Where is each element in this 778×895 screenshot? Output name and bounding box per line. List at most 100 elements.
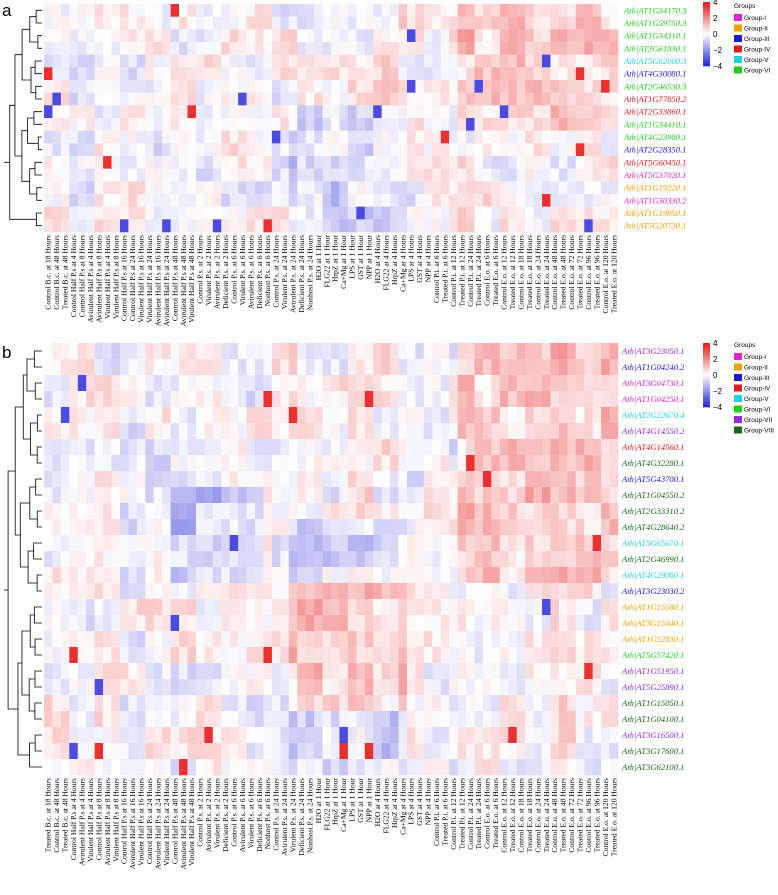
heatmap-cell — [406, 80, 416, 93]
heatmap-cell — [86, 54, 95, 68]
heatmap-cell — [153, 679, 163, 696]
heatmap-cell — [136, 599, 146, 616]
heatmap-cell — [601, 194, 610, 207]
heatmap-cell — [381, 92, 391, 106]
heatmap-cell — [179, 631, 188, 648]
heatmap-cell — [592, 487, 602, 504]
heatmap-cell — [162, 130, 171, 144]
heatmap-cell — [44, 130, 53, 144]
heatmap-cell — [440, 130, 450, 144]
heatmap-cell — [466, 206, 475, 220]
heatmap-cell — [440, 551, 450, 568]
heatmap-cell — [542, 105, 551, 119]
column-label: Control Half P.s at 48 Hours — [170, 778, 179, 864]
heatmap-cell — [381, 105, 391, 119]
color-scale-step — [703, 48, 710, 51]
heatmap-cell — [136, 181, 146, 195]
heatmap-cell — [584, 583, 593, 600]
heatmap-cell — [398, 118, 408, 131]
heatmap-cell — [609, 663, 619, 680]
heatmap-cell — [94, 181, 104, 195]
heatmap-cell — [297, 67, 306, 81]
heatmap-cell — [263, 759, 273, 776]
heatmap-cell — [415, 67, 425, 81]
heatmap-cell — [263, 105, 273, 119]
heatmap-cell — [255, 118, 264, 131]
heatmap-cell — [499, 567, 509, 584]
color-scale-step — [703, 368, 710, 371]
heatmap-cell — [128, 156, 138, 169]
heatmap-cell — [373, 743, 382, 760]
heatmap-cell — [297, 181, 306, 195]
heatmap-cell — [558, 343, 568, 360]
heatmap-cell — [432, 439, 442, 456]
heatmap-cell — [271, 631, 281, 648]
color-scale-step — [703, 349, 710, 352]
heatmap-cell — [60, 181, 70, 195]
heatmap-cell — [288, 343, 298, 360]
heatmap-cell — [255, 647, 264, 664]
column-label: Deficient P.s. at 6 Hours — [255, 235, 264, 309]
heatmap-cell — [339, 695, 349, 712]
heatmap-cell — [508, 599, 517, 616]
color-scale-step — [703, 37, 710, 40]
column-label: Treated E.o. at 12 Hours — [508, 235, 517, 309]
heatmap-cell — [533, 471, 543, 488]
heatmap-cell — [550, 759, 560, 776]
heatmap-cell — [592, 92, 602, 106]
heatmap-cell — [179, 615, 188, 632]
heatmap-cell — [347, 519, 357, 536]
heatmap-cell — [449, 118, 458, 131]
heatmap-cell — [195, 130, 205, 144]
heatmap-cell — [516, 219, 526, 233]
heatmap-cell — [255, 4, 264, 17]
heatmap-cell — [331, 503, 340, 520]
heatmap-cell — [128, 67, 138, 81]
heatmap-cell — [449, 29, 458, 43]
heatmap-cell — [52, 105, 62, 119]
heatmap-cell — [297, 423, 306, 440]
heatmap-cell — [263, 219, 273, 233]
heatmap-cell — [601, 92, 610, 106]
heatmap-cell — [212, 519, 222, 536]
heatmap-cell — [145, 80, 155, 93]
heatmap-cell — [187, 615, 197, 632]
heatmap-cell — [592, 156, 602, 169]
heatmap-cell — [136, 423, 146, 440]
row-label: Ath|AT1G51950.1 — [621, 666, 684, 676]
heatmap-cell — [415, 695, 425, 712]
heatmap-cell — [322, 407, 332, 424]
heatmap-cell — [482, 168, 492, 182]
heatmap-cell — [508, 647, 517, 664]
heatmap-cell — [457, 105, 467, 119]
heatmap-cell — [280, 343, 290, 360]
heatmap-cell — [550, 16, 560, 30]
heatmap-cell — [516, 359, 526, 376]
heatmap-cell — [466, 168, 475, 182]
heatmap-cell — [111, 130, 121, 144]
heatmap-cell — [52, 42, 62, 55]
heatmap-cell — [271, 759, 281, 776]
heatmap-cell — [373, 695, 382, 712]
heatmap-cell — [179, 375, 188, 392]
heatmap-cell — [288, 455, 298, 472]
heatmap-cell — [491, 407, 501, 424]
heatmap-cell — [423, 615, 433, 632]
heatmap-cell — [499, 679, 509, 696]
heatmap-cell — [373, 631, 382, 648]
heatmap-cell — [44, 711, 53, 728]
heatmap-cell — [128, 631, 138, 648]
heatmap-cell — [592, 219, 602, 233]
heatmap-cell — [170, 471, 180, 488]
row-label: Ath|AT3G04730.1 — [621, 378, 684, 388]
heatmap-cell — [339, 16, 349, 30]
heatmap-cell — [179, 567, 188, 584]
heatmap-cell — [162, 599, 171, 616]
heatmap-cell — [212, 194, 222, 207]
heatmap-cell — [331, 615, 340, 632]
heatmap-cell — [381, 359, 391, 376]
heatmap-cell — [204, 439, 214, 456]
row-label: Ath|AT1G04100.1 — [621, 714, 684, 724]
heatmap-cell — [322, 743, 332, 760]
row-label: Ath|AT1G04550.2 — [621, 490, 685, 500]
